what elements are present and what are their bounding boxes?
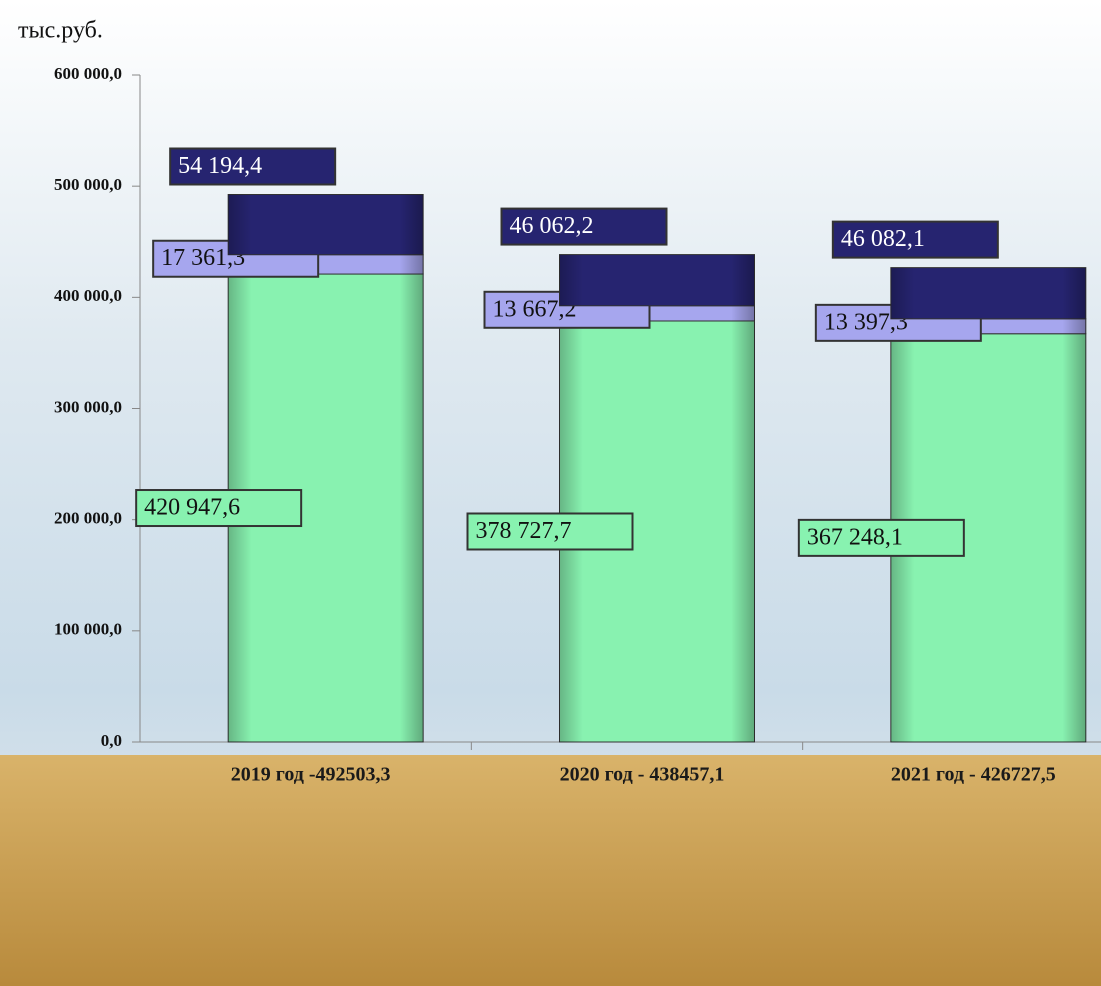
x-tick-label: 2020 год - 438457,1 [560, 764, 725, 786]
y-tick-label: 100 000,0 [54, 620, 122, 639]
y-tick-label: 500 000,0 [54, 175, 122, 194]
y-tick-label: 600 000,0 [54, 64, 122, 83]
value-label: 54 194,4 [178, 153, 262, 179]
value-label-box [135, 489, 303, 528]
y-tick-label: 300 000,0 [54, 397, 122, 416]
value-label: 367 248,1 [807, 524, 903, 550]
y-tick-label: 0,0 [101, 731, 122, 750]
value-label-box [169, 147, 337, 186]
y-axis-label: тыс.руб. [18, 18, 103, 44]
bar-shade [559, 254, 755, 306]
value-label-box [797, 518, 965, 557]
x-tick-label: 2021 год - 426727,5 [891, 764, 1056, 786]
x-tick-label: 2019 год -492503,3 [231, 764, 391, 786]
y-tick-label: 400 000,0 [54, 286, 122, 305]
value-label-box [831, 220, 999, 259]
value-label-box [500, 207, 668, 246]
value-label: 46 082,1 [841, 226, 925, 252]
value-label: 46 062,2 [510, 213, 594, 239]
value-label: 420 947,6 [144, 495, 240, 521]
value-label: 378 727,7 [476, 518, 572, 544]
y-tick-label: 200 000,0 [54, 509, 122, 528]
field [0, 755, 1101, 986]
bar-shade [228, 194, 424, 255]
value-label-box [466, 512, 634, 551]
bar-shade [890, 267, 1086, 319]
